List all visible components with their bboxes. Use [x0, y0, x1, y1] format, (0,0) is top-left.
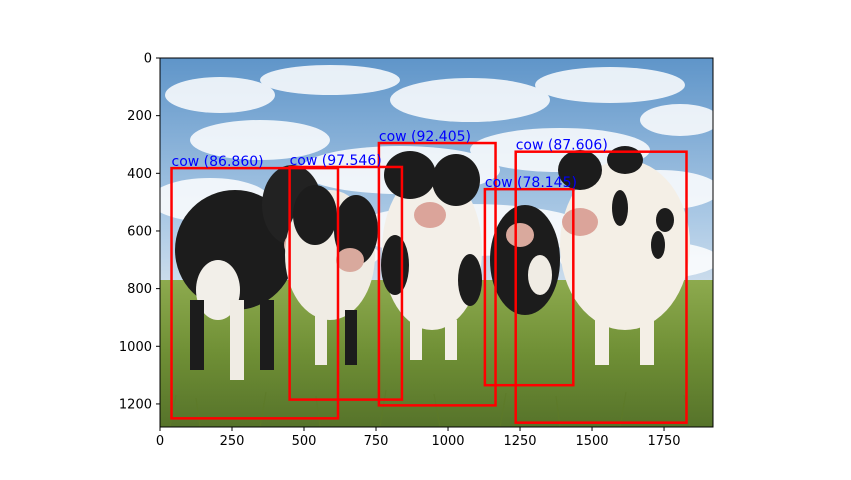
cow-photo [160, 58, 713, 427]
x-tick-label: 1500 [575, 434, 608, 449]
x-tick-label: 1750 [647, 434, 680, 449]
y-tick-label: 800 [127, 282, 152, 297]
detection-boxes [170, 141, 688, 424]
x-tick-label: 500 [292, 434, 317, 449]
y-axis: 0 200 400 600 800 1000 1200 [119, 52, 160, 412]
detection-box [483, 187, 575, 387]
y-tick-label: 1200 [119, 397, 152, 412]
cow-5 [558, 146, 690, 365]
y-tick-label: 200 [127, 109, 152, 124]
axes-frame [159, 57, 714, 428]
detection-label: cow (86.860) [172, 154, 264, 170]
x-tick-label: 0 [156, 434, 164, 449]
x-tick-label: 750 [364, 434, 389, 449]
x-tick-label: 250 [220, 434, 245, 449]
detection-label: cow (87.606) [516, 138, 608, 154]
detection-box [288, 165, 404, 401]
detection-box [170, 166, 340, 420]
detection-box [377, 141, 497, 407]
detection-box [514, 150, 688, 424]
cow-4 [490, 205, 560, 315]
x-axis: 0 250 500 750 1000 1250 1500 1750 [156, 427, 681, 449]
cow-3 [381, 151, 482, 360]
detection-labels: cow (86.860) cow (97.546) cow (92.405) cow … [172, 129, 608, 191]
detection-label: cow (78.145) [485, 175, 577, 191]
cow-2 [285, 185, 378, 365]
detection-label: cow (92.405) [379, 129, 471, 145]
y-tick-label: 0 [144, 52, 152, 67]
y-tick-label: 1000 [119, 340, 152, 355]
x-tick-label: 1250 [503, 434, 536, 449]
y-tick-label: 600 [127, 224, 152, 239]
y-tick-label: 400 [127, 167, 152, 182]
x-tick-label: 1000 [431, 434, 464, 449]
detection-label: cow (97.546) [290, 153, 382, 169]
